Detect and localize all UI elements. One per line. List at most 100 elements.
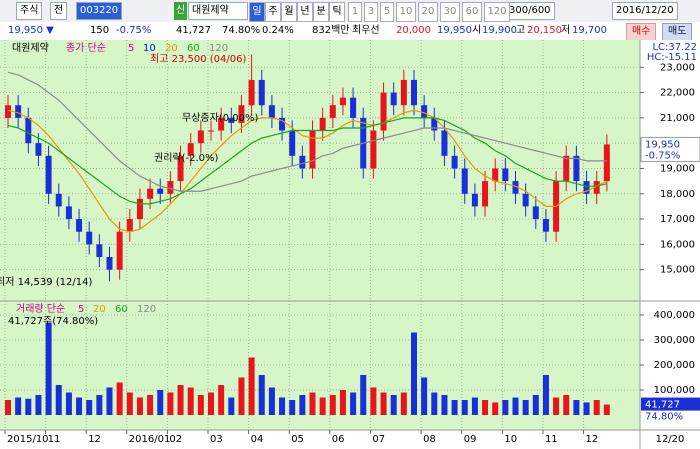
candle-body: [15, 105, 22, 118]
interval-button[interactable]: 10: [396, 2, 416, 22]
volume-bar: [309, 392, 316, 415]
volume-bar: [177, 385, 184, 415]
volume-bar: [289, 400, 296, 415]
mode-select[interactable]: 전: [50, 2, 68, 20]
best-label: 최우선: [352, 25, 380, 36]
candle-body: [319, 117, 326, 131]
volume-bar: [76, 397, 83, 415]
volume-bar: [471, 397, 478, 415]
candle-body: [329, 105, 336, 118]
interval-button[interactable]: 3: [364, 2, 378, 22]
turnover: 0.24%: [262, 25, 294, 36]
low-label: 저: [561, 25, 571, 36]
volume-bar: [563, 395, 570, 415]
last-price: 19,950: [645, 139, 680, 150]
x-end-label: 12/20: [656, 434, 685, 445]
volume-bar: [461, 400, 468, 415]
candle-body: [411, 79, 417, 106]
sell-button[interactable]: 매도: [662, 23, 693, 41]
volume-bar: [136, 397, 143, 415]
period-button[interactable]: 틱: [329, 2, 345, 22]
x-tick-label: 11: [48, 434, 61, 445]
candle-body: [482, 181, 489, 207]
volume-bar: [268, 387, 275, 415]
volume-bar: [451, 400, 458, 415]
volume-bar: [532, 395, 539, 415]
y-tick-label: 300,000: [654, 335, 695, 346]
candle-body: [136, 198, 143, 220]
period-button[interactable]: 일: [249, 2, 265, 22]
interval-button[interactable]: 1: [348, 2, 362, 22]
volume-bar: [45, 322, 52, 415]
open-label: 시: [472, 25, 482, 36]
x-tick-label: 08: [423, 434, 436, 445]
candle-body: [177, 155, 184, 182]
period-button[interactable]: 월: [281, 2, 297, 22]
candle-body: [573, 155, 580, 182]
volume-bar: [65, 392, 72, 415]
volume-bar: [492, 402, 499, 415]
candle-body: [350, 97, 357, 118]
volume-bar: [482, 400, 489, 415]
period-button[interactable]: 분: [313, 2, 329, 22]
volume-bar: [116, 382, 123, 415]
candle-body: [492, 168, 499, 182]
y-tick-label: 15,000: [660, 265, 695, 276]
price: 19,950 ▼: [8, 25, 54, 36]
period-button[interactable]: 주: [265, 2, 281, 22]
interval-button[interactable]: 60: [462, 2, 482, 22]
volume-bar: [86, 400, 93, 415]
interval-button[interactable]: 120: [484, 2, 510, 22]
date-input[interactable]: 2016/12/20: [612, 2, 678, 20]
interval-button[interactable]: 5: [380, 2, 394, 22]
candle-body: [502, 168, 509, 182]
x-tick-label: 12: [586, 434, 599, 445]
legend-entry: 60: [187, 43, 200, 54]
candle-body: [147, 188, 154, 199]
period-button[interactable]: 년: [297, 2, 313, 22]
volume-bar: [228, 397, 235, 415]
interval-button[interactable]: 30: [440, 2, 460, 22]
axis-background: [640, 40, 700, 449]
buy-button[interactable]: 매수: [626, 23, 657, 41]
chart-title: 대원제약: [12, 42, 49, 54]
market-select[interactable]: 주식: [16, 2, 43, 20]
legend-entry: 20: [165, 43, 178, 54]
interval-button[interactable]: 20: [418, 2, 438, 22]
candle-body: [5, 105, 11, 118]
candle-body: [25, 117, 32, 144]
code-input[interactable]: 003220: [76, 2, 123, 20]
x-tick-label: 07: [372, 434, 385, 445]
flag: 신: [174, 2, 188, 20]
x-tick-label: 06: [332, 434, 345, 445]
x-tick-label: 2015/10: [7, 434, 49, 445]
last-volume-box: [641, 397, 700, 411]
candle-body: [238, 105, 245, 123]
x-tick-label: 10: [504, 434, 517, 445]
volume-bar: [431, 392, 438, 415]
legend-entry: 10: [143, 43, 156, 54]
x-tick-label: 09: [464, 434, 477, 445]
y-tick-label: 19,000: [660, 163, 695, 174]
x-tick-label: 05: [291, 434, 304, 445]
chart: 15,00016,00017,00018,00019,00020,00021,0…: [0, 40, 700, 449]
candle-body: [603, 144, 610, 182]
volume-bar: [25, 398, 32, 415]
candle-body: [390, 92, 397, 106]
candle-body: [65, 206, 72, 220]
y-tick-label: 18,000: [660, 189, 695, 200]
candle-body: [45, 155, 52, 194]
volume-info: 41,727주(74.80%): [8, 316, 98, 327]
count-input[interactable]: 300/600: [505, 2, 555, 20]
volume-bar: [502, 400, 509, 415]
candle-body: [380, 92, 387, 131]
x-tick-label: 12: [88, 434, 101, 445]
candle-body: [55, 193, 62, 207]
y-tick-label: 200,000: [654, 360, 695, 371]
candle-body: [106, 257, 113, 270]
x-tick-label: 02: [169, 434, 182, 445]
candle-body: [248, 79, 255, 106]
amount: 832백만: [312, 25, 350, 36]
